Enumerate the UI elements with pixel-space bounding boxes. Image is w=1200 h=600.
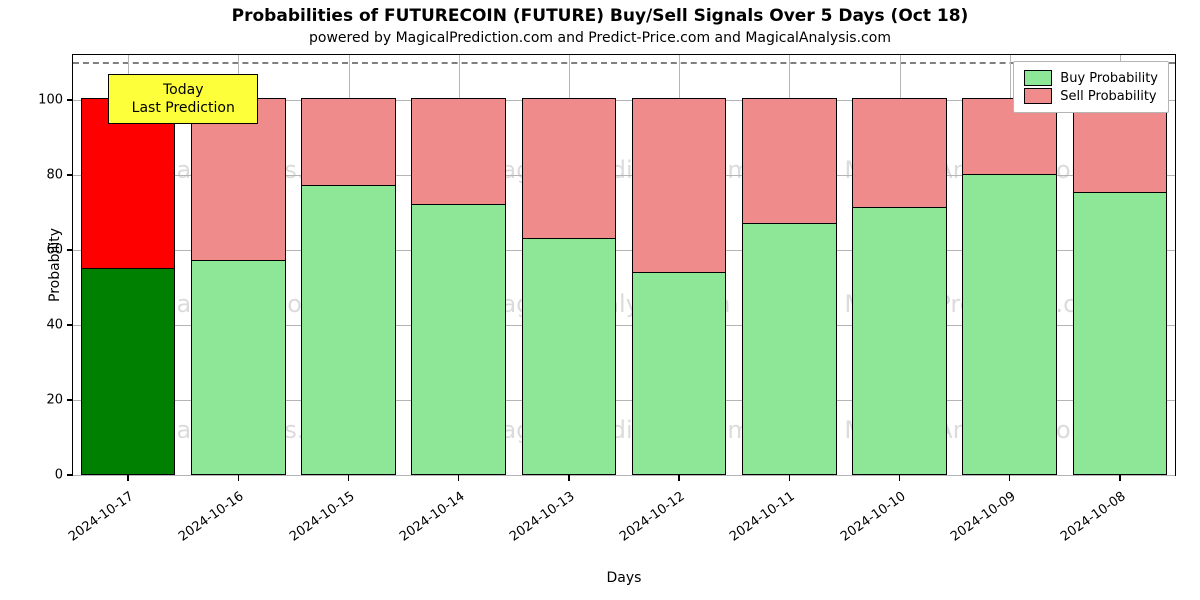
bar-group (1073, 98, 1168, 475)
y-tick-label: 100 (38, 93, 73, 108)
bar-group (852, 98, 947, 475)
x-tick-label: 2024-10-09 (948, 489, 1019, 545)
x-tick-label: 2024-10-08 (1058, 489, 1129, 545)
y-tick-label: 20 (46, 393, 73, 408)
bar-group (522, 98, 617, 475)
plot-area: MagicalAnalysis.comMagicalPrediction.com… (72, 54, 1176, 476)
buy-bar (301, 185, 396, 475)
x-tick-label: 2024-10-11 (727, 489, 798, 545)
x-tick-label: 2024-10-12 (617, 489, 688, 545)
x-axis-label: Days (72, 570, 1176, 586)
legend-swatch (1024, 88, 1052, 104)
y-axis-label: Probability (47, 228, 63, 302)
x-tick-label: 2024-10-16 (176, 489, 247, 545)
legend-entry: Buy Probability (1024, 70, 1158, 86)
chart-title: Probabilities of FUTURECOIN (FUTURE) Buy… (0, 6, 1200, 26)
buy-bar (632, 272, 727, 475)
y-tick-label: 80 (46, 168, 73, 183)
buy-bar (411, 204, 506, 475)
legend-entry: Sell Probability (1024, 88, 1158, 104)
buy-bar (742, 223, 837, 475)
x-tick-label: 2024-10-14 (397, 489, 468, 545)
sell-bar (742, 98, 837, 222)
legend-swatch (1024, 70, 1052, 86)
bar-group (81, 98, 176, 475)
x-tick-label: 2024-10-10 (838, 489, 909, 545)
bar-group (411, 98, 506, 475)
bar-group (742, 98, 837, 475)
sell-bar (852, 98, 947, 207)
plot-outer: MagicalAnalysis.comMagicalPrediction.com… (72, 54, 1176, 476)
buy-bar (522, 238, 617, 475)
x-tick-label: 2024-10-13 (507, 489, 578, 545)
x-tick-label: 2024-10-17 (66, 489, 137, 545)
sell-bar (632, 98, 727, 271)
legend-label: Buy Probability (1060, 71, 1158, 86)
y-tick-label: 60 (46, 243, 73, 258)
today-annotation: Today Last Prediction (108, 74, 258, 124)
bar-group (632, 98, 727, 475)
x-tick-label: 2024-10-15 (287, 489, 358, 545)
y-tick-label: 40 (46, 318, 73, 333)
buy-bar (191, 260, 286, 475)
bar-group (301, 98, 396, 475)
y-tick-label: 0 (55, 468, 73, 483)
sell-bar (411, 98, 506, 204)
buy-bar (1073, 192, 1168, 475)
chart-subtitle: powered by MagicalPrediction.com and Pre… (0, 30, 1200, 46)
bar-group (191, 98, 286, 475)
sell-bar (522, 98, 617, 237)
annotation-line1: Today (163, 82, 204, 98)
buy-bar (81, 268, 176, 475)
chart-figure: Probabilities of FUTURECOIN (FUTURE) Buy… (0, 0, 1200, 600)
annotation-line2: Last Prediction (132, 100, 235, 116)
legend-label: Sell Probability (1060, 89, 1156, 104)
buy-bar (852, 207, 947, 475)
legend: Buy Probability Sell Probability (1013, 61, 1169, 113)
bar-group (962, 98, 1057, 475)
sell-bar (301, 98, 396, 185)
buy-bar (962, 174, 1057, 475)
